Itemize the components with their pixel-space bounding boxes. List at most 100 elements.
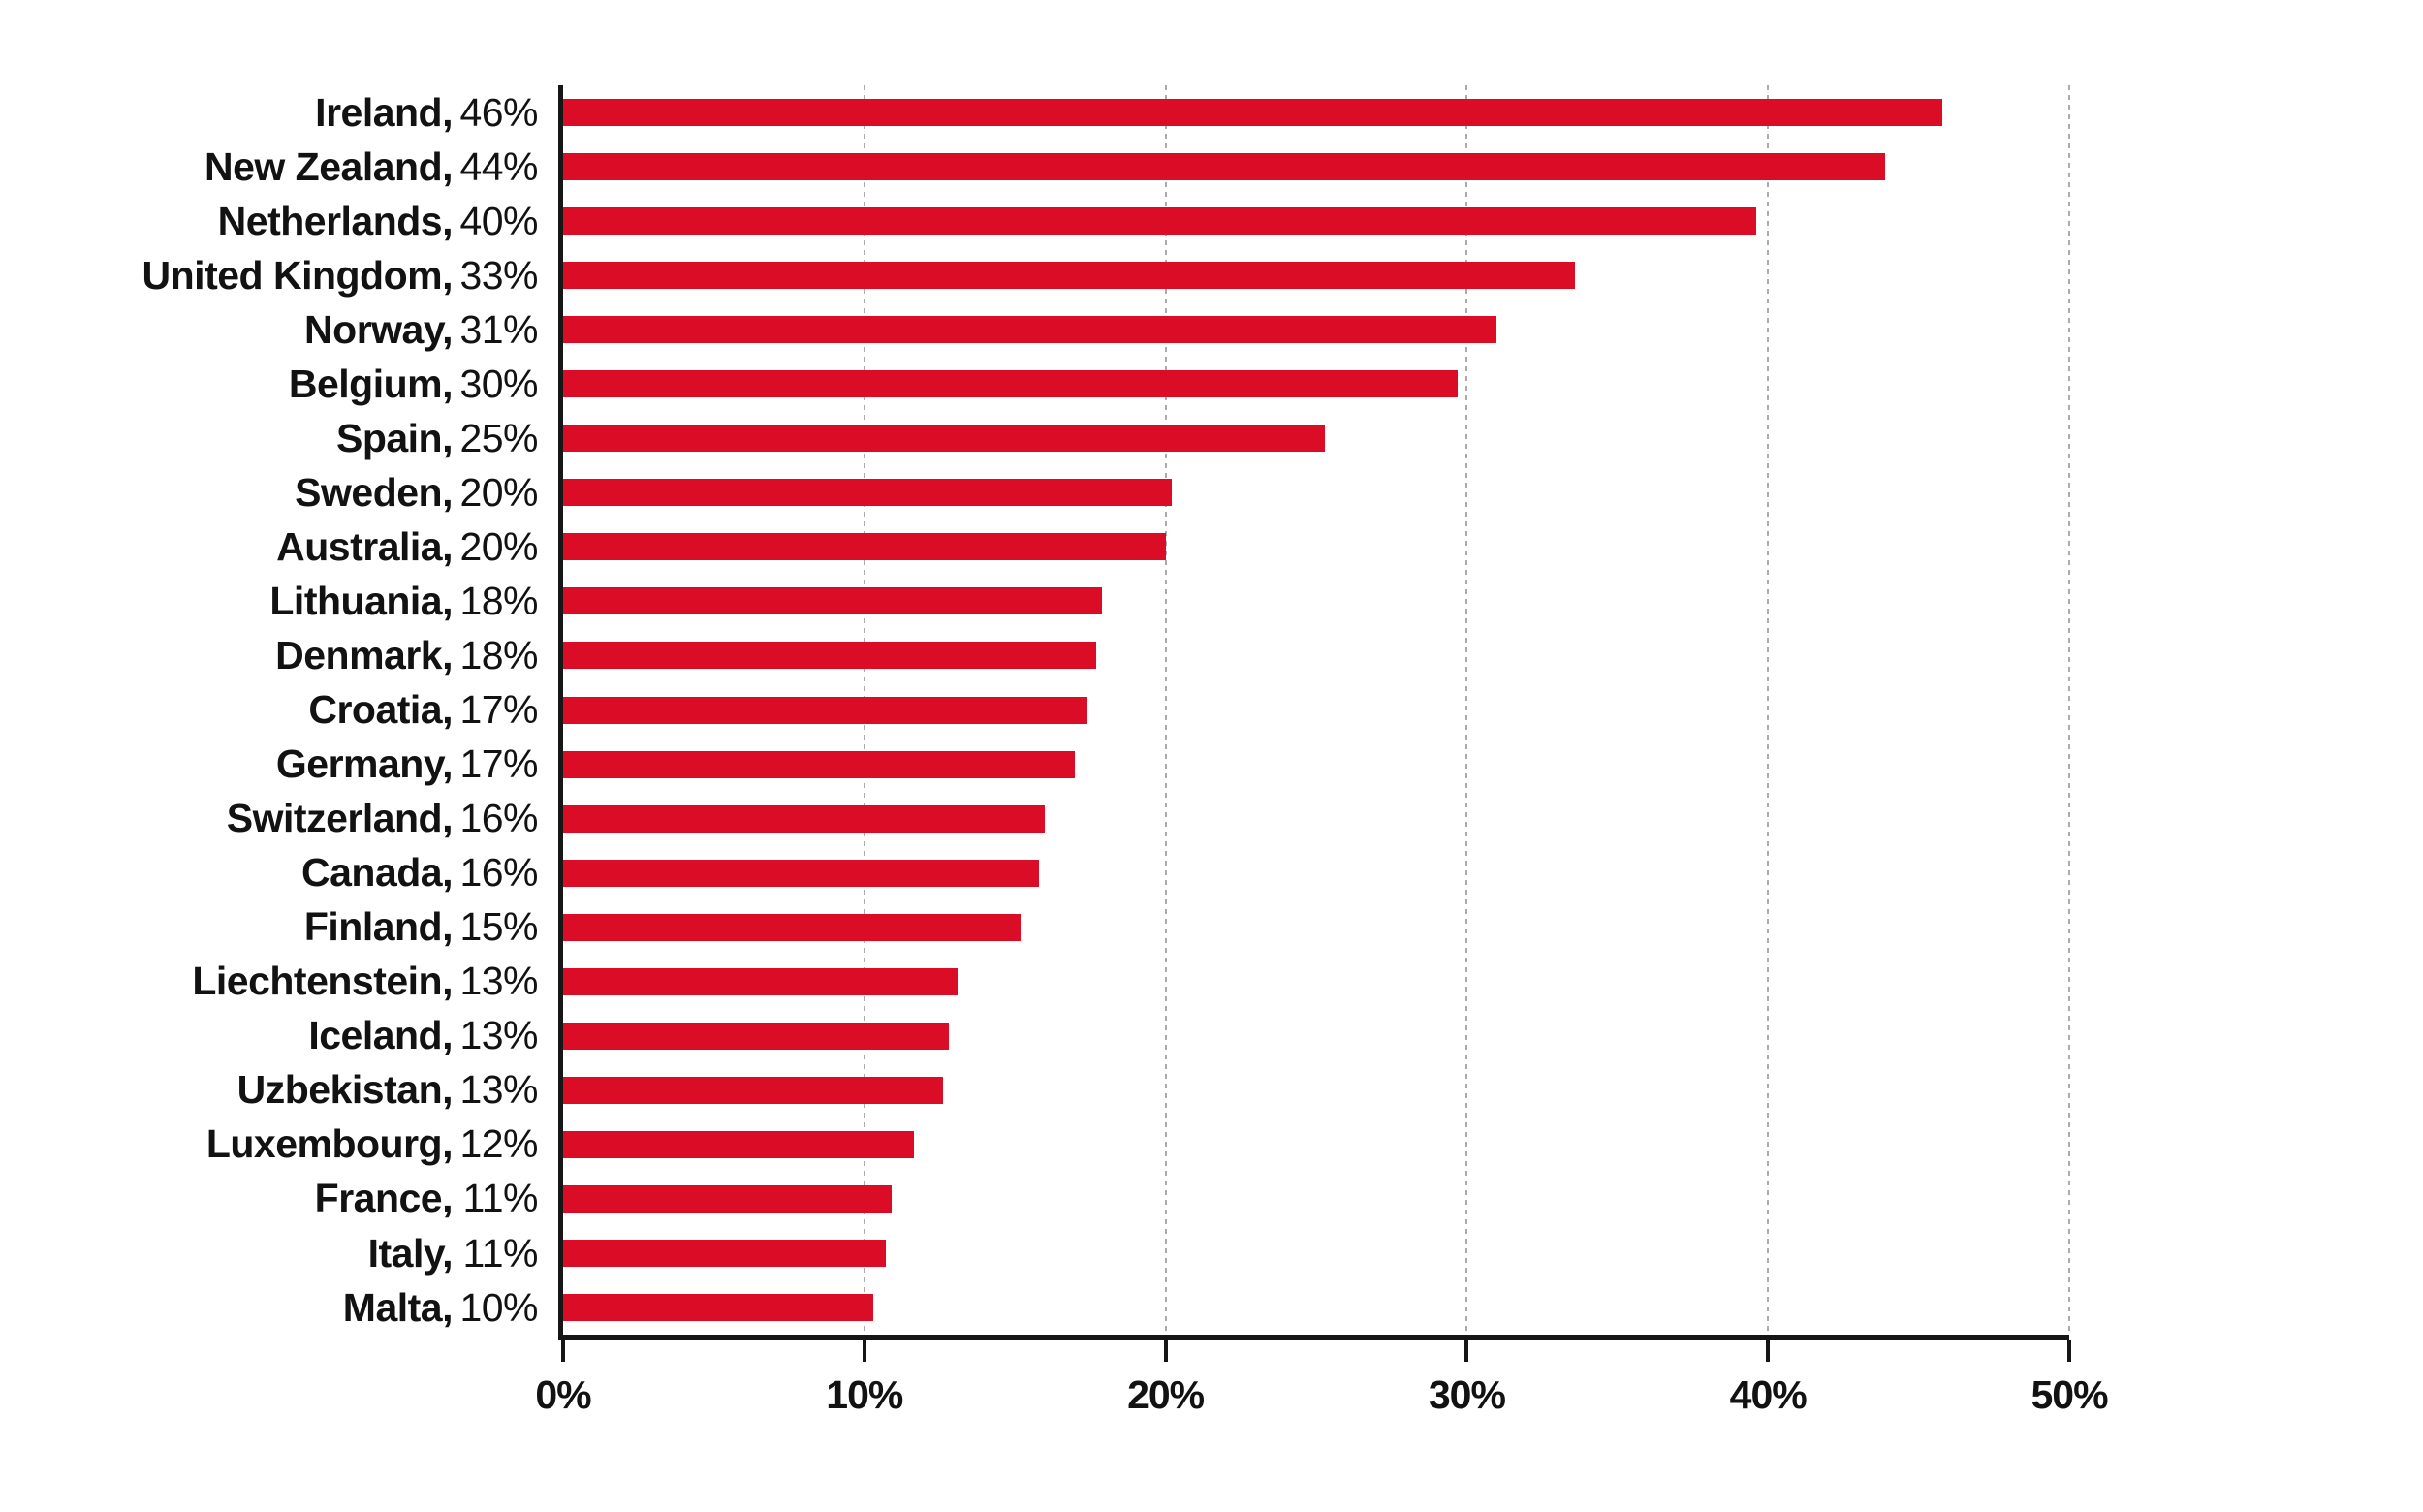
value-label: 33%: [459, 252, 538, 298]
gridline-50: [2068, 85, 2070, 1335]
country-label: New Zealand,: [204, 143, 454, 189]
bar-row: [563, 628, 2069, 682]
value-label: 16%: [459, 796, 538, 841]
value-label: 13%: [459, 959, 538, 1004]
bar-canada: [563, 859, 1040, 887]
country-label: Liechtenstein,: [192, 959, 453, 1004]
label-row: Australia, 20%: [0, 520, 538, 574]
bar-italy: [563, 1240, 886, 1267]
value-label: 44%: [459, 143, 538, 189]
value-label: 18%: [459, 632, 538, 677]
country-label: Australia,: [276, 523, 453, 569]
label-row: New Zealand, 44%: [0, 140, 539, 194]
bar-row: [563, 520, 2069, 574]
bar-switzerland: [563, 804, 1046, 833]
bar-australia: [563, 533, 1166, 561]
bar-united-kingdom: [563, 262, 1576, 290]
value-label: 46%: [459, 89, 538, 135]
x-tick-label-10: 10%: [826, 1372, 903, 1417]
bar-row: [563, 1280, 2069, 1335]
value-label: 16%: [459, 850, 538, 896]
x-tick-label-20: 20%: [1127, 1372, 1205, 1417]
value-label: 30%: [459, 361, 538, 406]
bar-row: [563, 846, 2069, 900]
value-label: 18%: [459, 578, 538, 623]
bar-row: [563, 194, 2069, 248]
bar-new-zealand: [563, 153, 1886, 181]
x-tick-label-40: 40%: [1729, 1372, 1808, 1417]
value-label: 10%: [459, 1284, 538, 1330]
country-label: Canada,: [301, 850, 454, 896]
bar-row: [563, 1172, 2069, 1226]
bar-row: [563, 357, 2069, 411]
bar-spain: [563, 425, 1326, 453]
value-label: 15%: [459, 904, 538, 950]
bar-row: [563, 683, 2069, 738]
x-tick-30: [1464, 1340, 1469, 1362]
country-label: Germany,: [275, 741, 454, 787]
value-label: 13%: [459, 1013, 538, 1058]
x-tick-label-30: 30%: [1428, 1372, 1506, 1417]
label-row: Finland, 15%: [0, 900, 539, 955]
label-row: Liechtenstein, 13%: [0, 955, 538, 1009]
x-tick-label-0: 0%: [535, 1372, 591, 1417]
gridline-20: [1164, 85, 1167, 1335]
bar-france: [563, 1184, 892, 1213]
label-row: Ireland, 46%: [0, 85, 538, 140]
country-label: Iceland,: [308, 1013, 453, 1058]
bar-row: [563, 792, 2069, 846]
x-tick-0: [561, 1340, 565, 1362]
bar-iceland: [563, 1022, 949, 1050]
label-row: Canada, 16%: [0, 846, 539, 900]
value-label: 13%: [459, 1067, 538, 1113]
gridline-40: [1767, 85, 1770, 1335]
value-label: 11%: [462, 1230, 538, 1276]
bar-row: [563, 1118, 2069, 1172]
x-tick-label-50: 50%: [2030, 1372, 2108, 1417]
country-label: Sweden,: [295, 469, 453, 515]
label-row: Switzerland, 16%: [0, 792, 539, 846]
bar-row: [563, 85, 2069, 140]
label-row: Sweden, 20%: [0, 465, 538, 520]
country-label: Finland,: [303, 904, 454, 950]
bar-germany: [563, 750, 1076, 778]
country-label: Luxembourg,: [205, 1121, 454, 1167]
bar-liechtenstein: [563, 967, 959, 995]
country-label: France,: [314, 1176, 454, 1221]
bar-row: [563, 574, 2069, 628]
country-label: Norway,: [304, 306, 453, 352]
bar-lithuania: [563, 587, 1103, 615]
bar-netherlands: [563, 207, 1756, 236]
country-label: Netherlands,: [217, 198, 454, 243]
label-row: Spain, 25%: [0, 411, 539, 465]
label-row: Germany, 17%: [0, 738, 539, 792]
label-row: Lithuania, 18%: [0, 574, 538, 628]
x-tick-50: [2067, 1340, 2071, 1362]
label-row: Iceland, 13%: [0, 1009, 538, 1063]
label-row: Croatia, 17%: [0, 683, 538, 738]
bar-malta: [563, 1294, 874, 1322]
label-row: Norway, 31%: [0, 302, 538, 357]
country-label: Denmark,: [275, 632, 453, 677]
value-label: 31%: [459, 306, 538, 352]
label-row: Netherlands, 40%: [0, 194, 539, 248]
bar-row: [563, 140, 2069, 194]
country-label: Lithuania,: [269, 578, 453, 623]
bar-row: [563, 411, 2069, 465]
bar-belgium: [563, 370, 1459, 398]
label-row: Malta, 10%: [0, 1280, 539, 1335]
country-label: Ireland,: [315, 89, 453, 135]
bar-row: [563, 302, 2069, 357]
plot-area: 0% 10% 20% 30% 40% 50%: [535, 85, 2109, 1415]
value-label: 17%: [459, 687, 538, 733]
bar-croatia: [563, 696, 1087, 724]
bar-row: [563, 248, 2069, 302]
value-label: 11%: [462, 1176, 538, 1221]
bar-ireland: [563, 99, 1943, 127]
label-row: Denmark, 18%: [0, 628, 538, 682]
bar-row: [563, 955, 2069, 1009]
country-label: United Kingdom,: [142, 252, 454, 298]
value-label: 20%: [459, 523, 538, 569]
value-label: 25%: [459, 415, 538, 460]
bar-group: [563, 85, 2069, 1335]
